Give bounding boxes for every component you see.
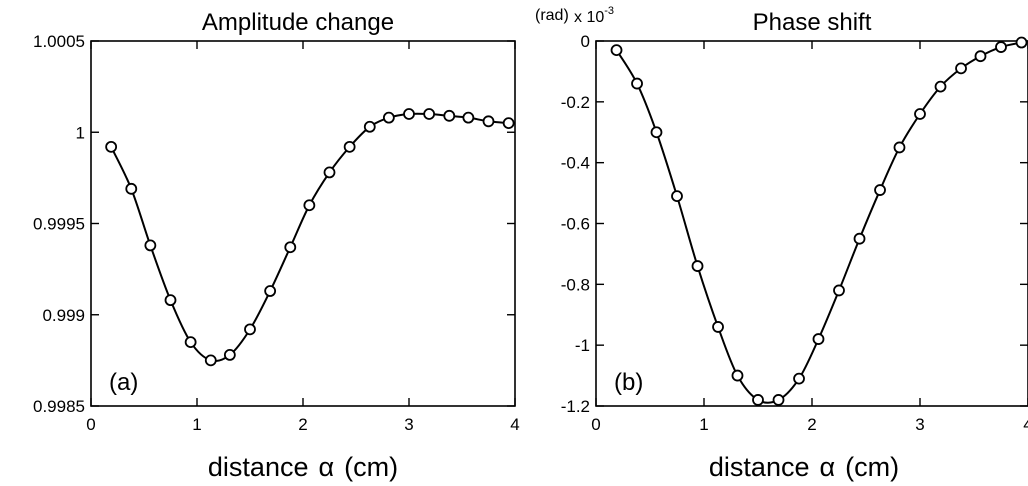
y-tick-label: 1 bbox=[76, 123, 85, 142]
data-point bbox=[934, 80, 947, 93]
data-point bbox=[610, 44, 623, 57]
data-point bbox=[284, 241, 297, 254]
data-point bbox=[204, 354, 217, 367]
y-tick-label: 0 bbox=[581, 32, 590, 51]
data-point bbox=[105, 140, 118, 153]
data-point bbox=[323, 166, 336, 179]
data-point bbox=[343, 140, 356, 153]
chart-title: Phase shift bbox=[753, 9, 872, 36]
x-axis-label-text: distance bbox=[208, 452, 309, 482]
x-axis-label-unit: (cm) bbox=[344, 452, 398, 482]
x-axis-label-symbol: α bbox=[819, 452, 835, 482]
y-scale-exponent: -3 bbox=[604, 5, 614, 17]
chart-panel-1: 0 1 2 3 4 0.9985 0.999 0.9995 1 1.0005 Amplitude c… bbox=[33, 9, 520, 482]
plot-frame bbox=[90, 40, 516, 407]
data-point bbox=[712, 321, 724, 333]
data-point bbox=[164, 294, 177, 307]
data-point bbox=[1015, 36, 1028, 49]
data-point bbox=[144, 239, 157, 252]
y-scale-label: x 10-3 bbox=[574, 5, 614, 26]
data-point bbox=[443, 109, 456, 122]
data-point bbox=[382, 111, 395, 124]
x-tick-label: 4 bbox=[510, 415, 519, 434]
data-point bbox=[893, 141, 906, 154]
x-axis-label: distance α (cm) bbox=[709, 452, 899, 482]
y-tick-label: -0.2 bbox=[561, 93, 590, 112]
y-tick-label: -0.8 bbox=[561, 275, 590, 294]
data-point bbox=[631, 77, 643, 90]
data-point bbox=[691, 260, 704, 272]
x-tick-label: 1 bbox=[699, 415, 708, 434]
y-tick-label: 0.9985 bbox=[33, 397, 85, 416]
data-point bbox=[874, 184, 886, 196]
data-point bbox=[752, 394, 764, 406]
x-axis-label-unit: (cm) bbox=[845, 452, 899, 482]
series-line bbox=[615, 41, 1022, 404]
data-point bbox=[995, 41, 1007, 53]
y-tick-label: -1.2 bbox=[561, 397, 590, 416]
data-point bbox=[731, 369, 744, 382]
data-point bbox=[502, 117, 515, 130]
chart-title: Amplitude change bbox=[202, 9, 394, 36]
y-tick-label: -1 bbox=[575, 336, 590, 355]
data-point bbox=[671, 190, 683, 203]
data-point bbox=[793, 372, 805, 385]
data-point bbox=[650, 126, 663, 139]
y-tick-label: 1.0005 bbox=[33, 32, 85, 51]
data-point bbox=[914, 108, 926, 120]
data-point bbox=[853, 232, 866, 245]
data-point bbox=[125, 182, 138, 195]
data-point bbox=[772, 394, 785, 406]
data-point bbox=[244, 323, 256, 336]
data-point bbox=[223, 348, 236, 361]
data-point bbox=[482, 115, 495, 128]
data-point bbox=[403, 108, 415, 120]
x-tick-label: 3 bbox=[404, 415, 413, 434]
data-point bbox=[812, 333, 825, 345]
x-axis-label: distance α (cm) bbox=[208, 452, 398, 482]
x-axis-label-text: distance bbox=[709, 452, 810, 482]
data-point bbox=[955, 62, 967, 75]
x-tick-label: 2 bbox=[298, 415, 307, 434]
y-tick-label: -0.4 bbox=[561, 154, 590, 173]
series-line bbox=[110, 112, 509, 363]
x-tick-label: 0 bbox=[591, 415, 600, 434]
x-tick-label: 2 bbox=[807, 415, 816, 434]
data-point bbox=[264, 285, 277, 297]
data-point bbox=[423, 108, 436, 120]
x-tick-label: 4 bbox=[1023, 415, 1028, 434]
data-point bbox=[974, 50, 987, 63]
panel-tag: (b) bbox=[614, 369, 643, 396]
y-tick-label: -0.6 bbox=[561, 215, 590, 234]
chart-panel-2: 0 1 2 3 4 -1.2 -1 -0.8 -0.6 -0.4 -0.2 0 Phase shift (… bbox=[535, 5, 1028, 482]
y-tick-label: 0.9995 bbox=[33, 215, 85, 234]
x-axis-label-symbol: α bbox=[318, 452, 334, 482]
y-tick-label: 0.999 bbox=[42, 306, 85, 325]
data-point bbox=[363, 120, 376, 133]
panel-tag: (a) bbox=[109, 369, 138, 396]
x-tick-label: 0 bbox=[86, 415, 95, 434]
x-tick-label: 1 bbox=[192, 415, 201, 434]
data-point bbox=[303, 199, 316, 212]
data-point bbox=[462, 111, 475, 124]
y-unit-label: (rad) bbox=[535, 7, 569, 24]
data-point bbox=[833, 284, 845, 297]
data-point bbox=[184, 336, 197, 349]
y-scale-base: x 10 bbox=[574, 9, 604, 26]
x-tick-label: 3 bbox=[915, 415, 924, 434]
